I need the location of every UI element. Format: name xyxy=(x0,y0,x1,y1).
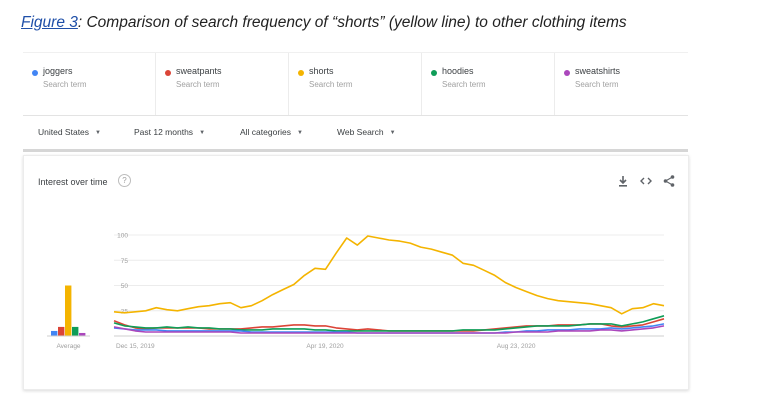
search-type-filter-label: Web Search xyxy=(337,127,384,137)
average-bar xyxy=(58,326,65,336)
interest-chart: 100 75 50 25 Dec 15, 2019 Apr 19, 2020 Aug 23,… xyxy=(47,233,665,350)
time-range-filter-label: Past 12 months xyxy=(134,127,194,137)
term-name: joggers xyxy=(43,66,73,76)
term-subtitle: Search term xyxy=(43,80,87,89)
term-card-joggers[interactable]: joggers Search term xyxy=(23,53,156,115)
series-line-shorts xyxy=(113,235,665,315)
category-filter-label: All categories xyxy=(240,127,292,137)
search-type-filter[interactable]: Web Search ▼ xyxy=(337,127,396,137)
download-icon[interactable] xyxy=(616,174,630,188)
average-label: Average xyxy=(56,343,80,350)
series-line-hoodies xyxy=(113,315,665,332)
caret-down-icon: ▼ xyxy=(95,130,101,136)
series-line-sweatshirts xyxy=(113,325,665,334)
y-tick-label: 100 xyxy=(117,233,128,240)
average-bar xyxy=(51,330,58,336)
term-name: sweatshirts xyxy=(575,66,621,76)
card-title: Interest over time xyxy=(38,177,108,187)
average-bar xyxy=(79,332,86,336)
term-name: hoodies xyxy=(442,66,474,76)
x-tick-label: Dec 15, 2019 xyxy=(116,343,155,350)
term-card-shorts[interactable]: shorts Search term xyxy=(289,53,422,115)
filters-bar: United States ▼ Past 12 months ▼ All categ… xyxy=(23,120,688,148)
term-color-dot xyxy=(298,70,304,76)
term-color-dot xyxy=(431,70,437,76)
average-bar xyxy=(65,285,72,336)
caption-text: : Comparison of search frequency of “sho… xyxy=(77,14,627,31)
term-card-sweatpants[interactable]: sweatpants Search term xyxy=(156,53,289,115)
category-filter[interactable]: All categories ▼ xyxy=(240,127,303,137)
embed-icon[interactable] xyxy=(639,174,653,188)
term-color-dot xyxy=(564,70,570,76)
x-tick-label: Aug 23, 2020 xyxy=(497,343,536,350)
time-range-filter[interactable]: Past 12 months ▼ xyxy=(134,127,205,137)
term-subtitle: Search term xyxy=(442,80,486,89)
section-divider xyxy=(23,149,688,152)
y-tick-label: 50 xyxy=(121,283,129,290)
caret-down-icon: ▼ xyxy=(199,130,206,136)
share-icon[interactable] xyxy=(662,174,676,188)
term-subtitle: Search term xyxy=(176,80,220,89)
search-terms-bar: joggers Search term sweatpants Search te… xyxy=(23,52,688,116)
x-tick-label: Apr 19, 2020 xyxy=(306,343,344,350)
term-color-dot xyxy=(165,70,171,76)
figure-caption: Figure 3: Comparison of search frequency… xyxy=(21,14,627,32)
term-card-hoodies[interactable]: hoodies Search term xyxy=(422,53,555,115)
term-name: sweatpants xyxy=(176,66,222,76)
term-subtitle: Search term xyxy=(575,80,619,89)
help-icon[interactable]: ? xyxy=(118,174,131,187)
average-bar xyxy=(72,326,79,336)
region-filter-label: United States xyxy=(38,127,90,137)
interest-over-time-card: Interest over time ? 100 75 50 25 Dec 15, 20… xyxy=(23,155,689,390)
term-color-dot xyxy=(32,70,38,76)
region-filter[interactable]: United States ▼ xyxy=(38,127,101,137)
caret-down-icon: ▼ xyxy=(389,130,396,136)
term-name: shorts xyxy=(309,66,334,76)
y-tick-label: 25 xyxy=(121,308,129,315)
y-tick-label: 75 xyxy=(121,258,129,265)
term-subtitle: Search term xyxy=(309,80,353,89)
caret-down-icon: ▼ xyxy=(297,130,303,136)
term-card-sweatshirts[interactable]: sweatshirts Search term xyxy=(555,53,687,115)
figure-link[interactable]: Figure 3 xyxy=(21,14,78,31)
